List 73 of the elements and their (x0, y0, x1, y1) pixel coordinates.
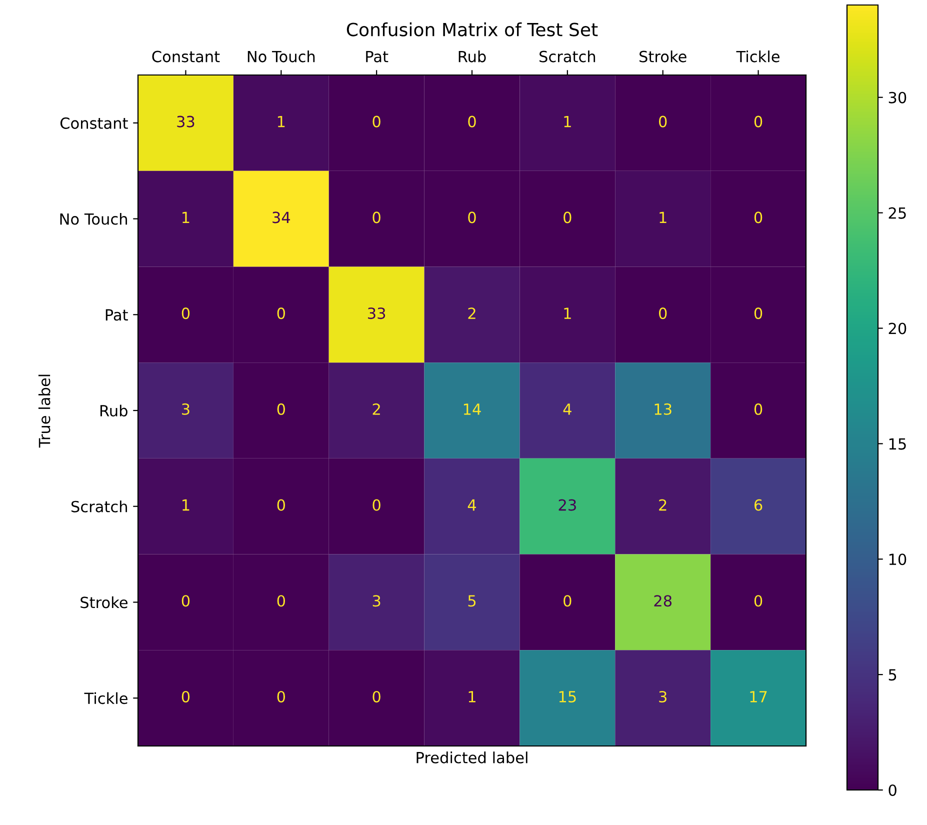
y-tick-label: Pat (106, 309, 128, 321)
data-label: 0 (182, 690, 190, 703)
data-label: 0 (754, 308, 762, 320)
y-tick-label: Scratch (71, 500, 127, 512)
x-axis-title: Predicted label (416, 752, 528, 764)
data-label: 0 (468, 212, 476, 224)
y-tick-label: Rub (100, 404, 128, 417)
chart-title: Confusion Matrix of Test Set (346, 22, 598, 36)
data-label: 17 (750, 691, 767, 702)
data-label: 1 (564, 308, 571, 319)
x-tick-label: Tickle (736, 50, 780, 62)
color-bar-label: 10 (889, 554, 906, 566)
data-label: 1 (468, 691, 476, 702)
data-label: 3 (659, 690, 666, 703)
x-tick-label: Rub (458, 50, 486, 62)
data-label: 1 (278, 116, 285, 128)
data-label: 5 (468, 595, 476, 607)
x-tick-label: Stroke (640, 50, 686, 62)
y-tick-label: Constant (60, 117, 128, 129)
data-label: 0 (277, 499, 285, 511)
data-label: 13 (654, 403, 672, 415)
data-label: 33 (368, 308, 386, 320)
data-label: 0 (659, 116, 667, 128)
data-label: 0 (277, 690, 285, 703)
data-label: 1 (182, 499, 190, 511)
color-bar-label: 15 (889, 438, 906, 450)
data-label: 4 (563, 404, 572, 415)
data-label: 0 (564, 212, 572, 224)
color-bar-label: 0 (888, 784, 896, 796)
y-tick-label: No Touch (60, 212, 127, 225)
data-label: 4 (468, 499, 476, 511)
y-axis-title: True label (38, 374, 50, 448)
data-label: 34 (272, 212, 290, 224)
data-label: 28 (654, 595, 672, 607)
data-label: 2 (372, 403, 380, 415)
data-label: 2 (468, 308, 476, 319)
color-bar-label: 25 (888, 207, 906, 219)
data-label: 15 (559, 691, 576, 703)
data-label: 23 (558, 499, 576, 511)
data-label: 0 (659, 308, 667, 320)
data-label: 14 (464, 404, 481, 415)
data-label: 3 (182, 403, 190, 415)
data-label: 0 (182, 595, 190, 607)
x-tick-label: No Touch (248, 50, 315, 62)
data-label: 33 (177, 116, 194, 128)
data-label: 3 (372, 595, 380, 607)
data-label: 6 (754, 499, 762, 511)
data-label: 2 (659, 499, 666, 511)
data-label: 0 (182, 308, 190, 320)
data-label: 1 (182, 212, 190, 223)
x-tick-label: Constant (152, 50, 220, 62)
data-label: 0 (754, 116, 762, 128)
data-label: 0 (372, 690, 380, 703)
data-label: 1 (564, 116, 571, 128)
data-label: 0 (754, 212, 762, 224)
data-label: 0 (754, 403, 762, 415)
color-bar-label: 5 (888, 669, 896, 681)
data-label: 0 (277, 308, 285, 320)
y-tick-label: Stroke (80, 596, 128, 608)
y-tick-label: Tickle (84, 692, 128, 704)
data-label: 0 (372, 212, 380, 224)
data-label: 0 (468, 116, 476, 128)
data-label: 0 (277, 595, 285, 607)
data-label: 0 (754, 595, 762, 607)
color-bar-label: 30 (888, 92, 906, 104)
data-label: 0 (372, 116, 380, 128)
x-tick-label: Pat (366, 50, 388, 62)
data-label: 0 (277, 403, 285, 415)
data-label: 0 (372, 499, 380, 511)
x-tick-label: Scratch (540, 50, 596, 62)
data-label: 0 (564, 595, 572, 607)
data-label: 1 (660, 212, 666, 223)
color-bar-label: 20 (888, 322, 906, 334)
